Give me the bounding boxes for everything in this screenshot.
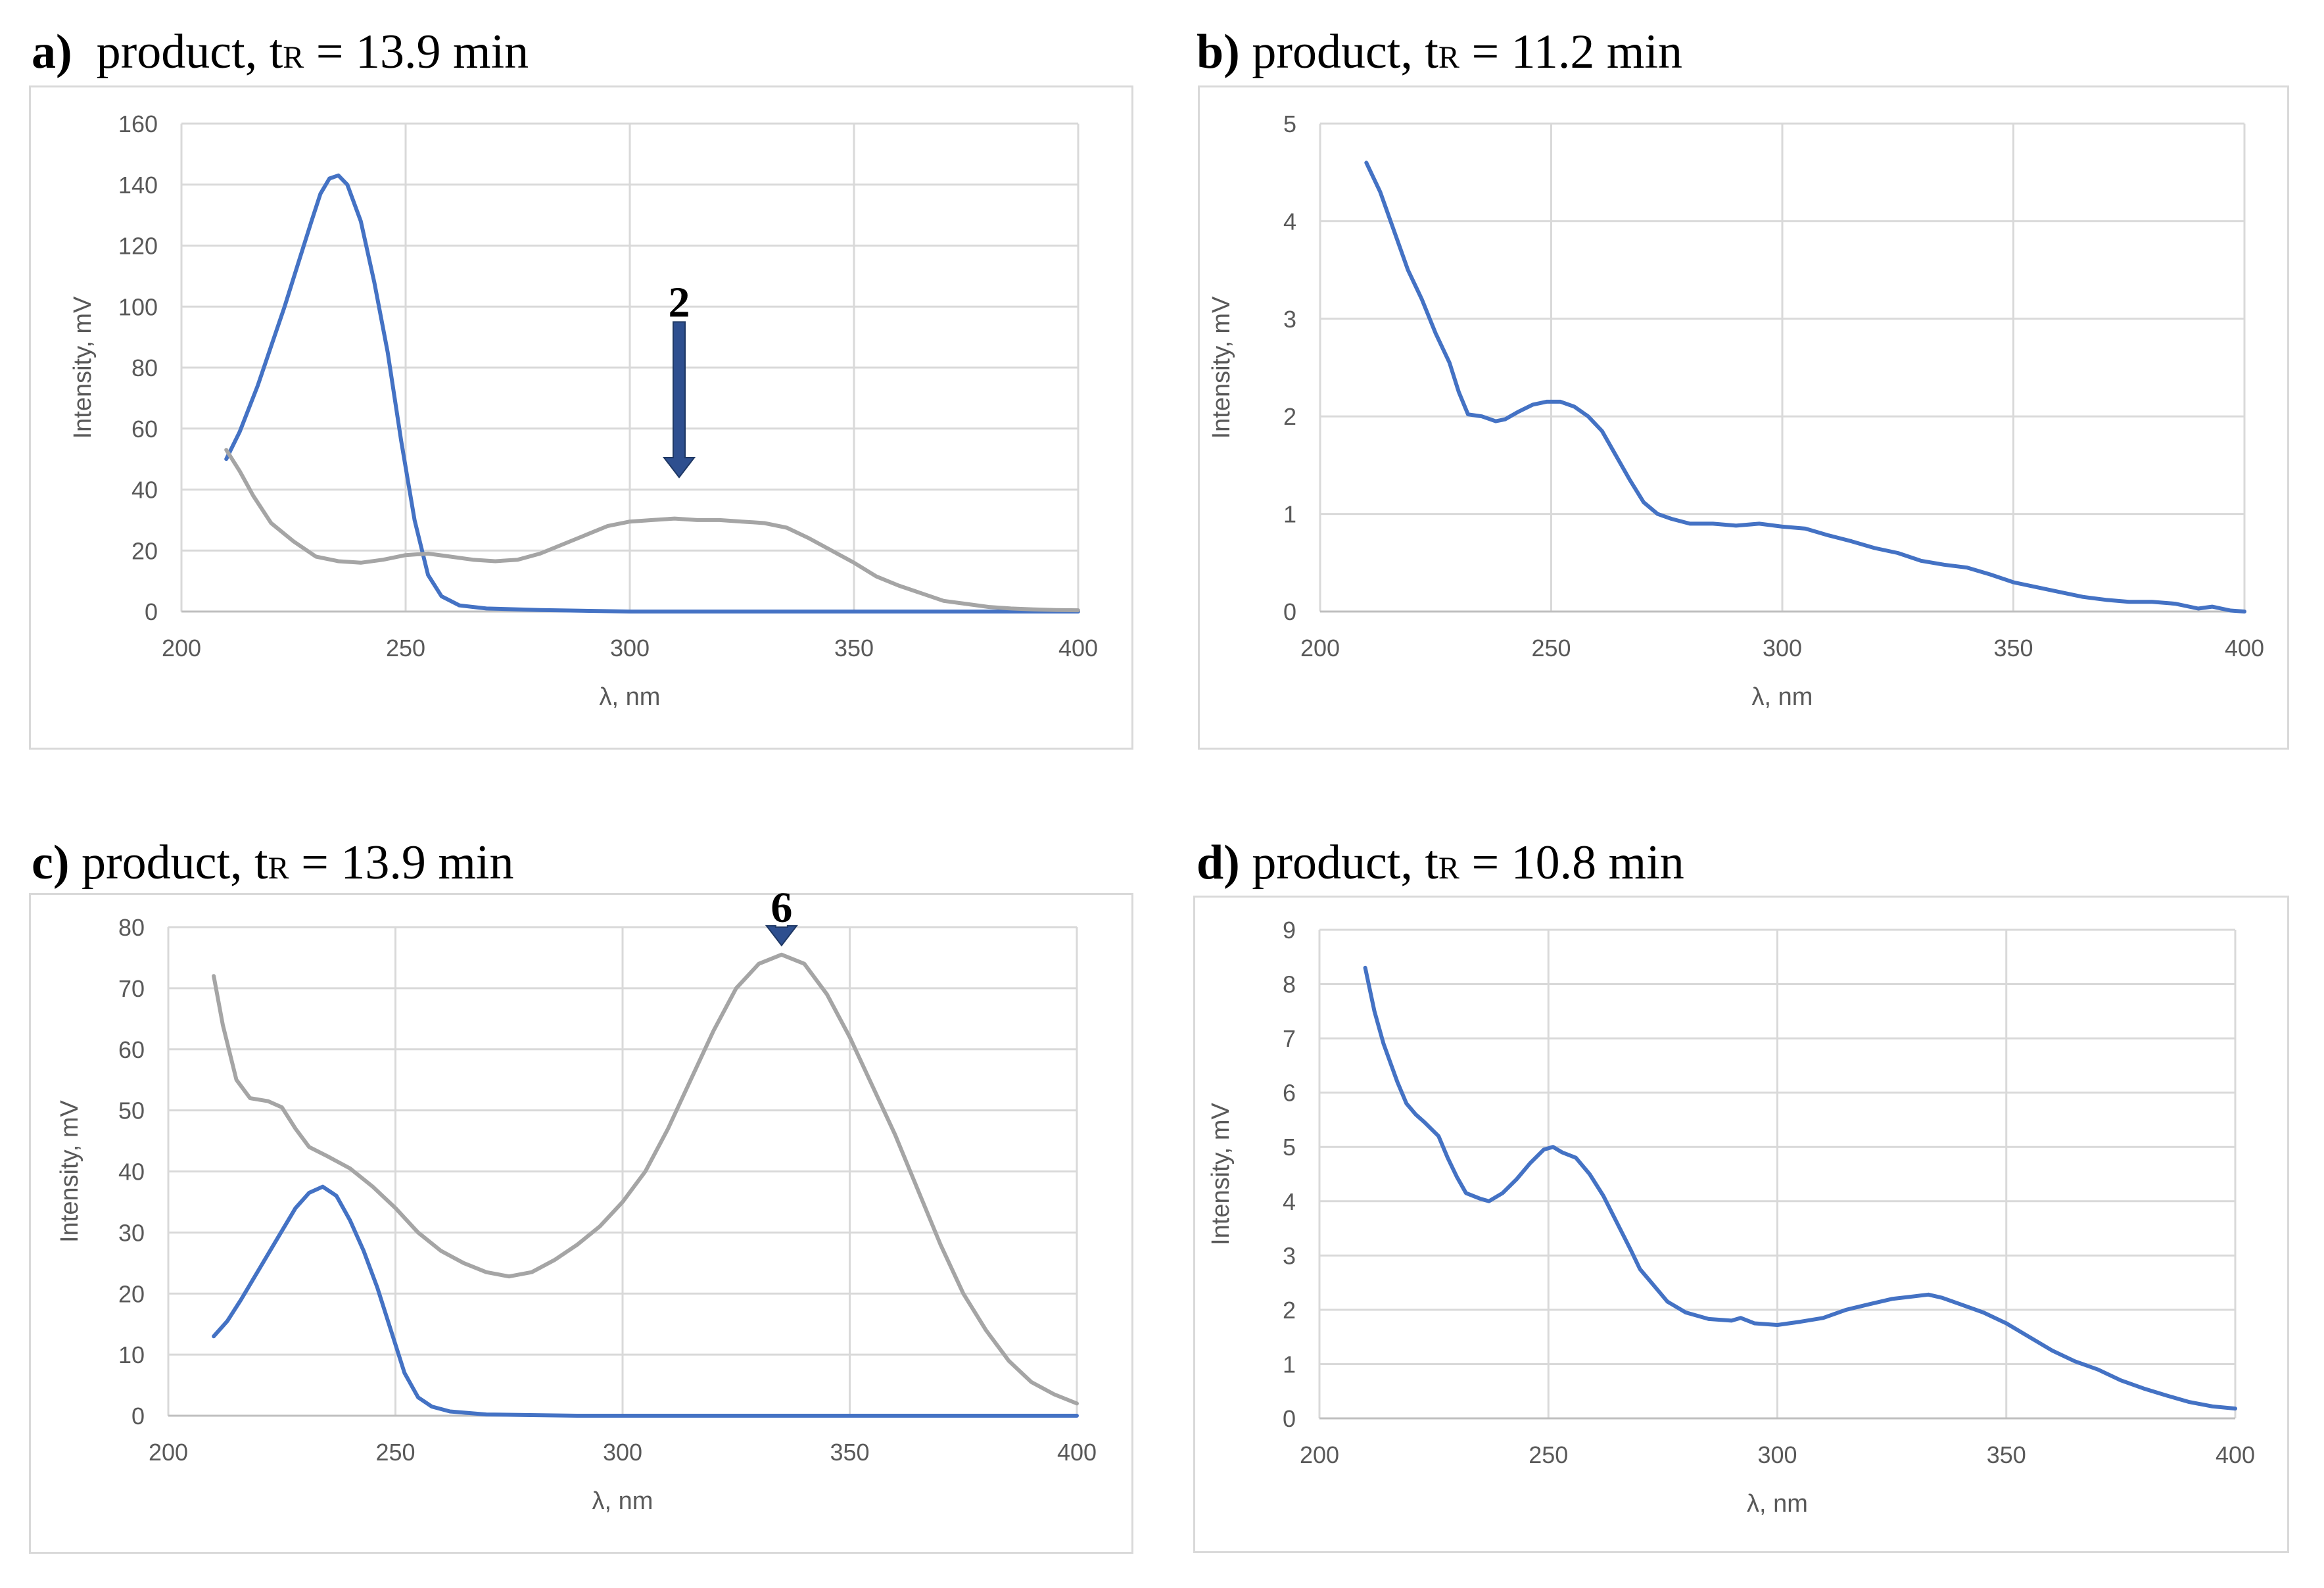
chart-b-ytick-1: 1 [1283, 501, 1296, 528]
panel-c-title: c) product, tR = 13.9 min [32, 838, 513, 887]
panel-c-subscript: R [268, 851, 289, 886]
chart-b-ylabel: Intensity, mV [1208, 296, 1235, 439]
chart-d-xtick-3: 350 [1987, 1441, 2026, 1468]
panel-b-title: b) product, tR = 11.2 min [1197, 28, 1682, 76]
chart-d-xtick-4: 400 [2216, 1441, 2255, 1468]
chart-a-xtick-0: 200 [162, 635, 201, 662]
chart-c-xtick-1: 250 [375, 1439, 415, 1466]
chart-a-series-blue [224, 173, 1080, 614]
chart-d-ytick-8: 8 [1283, 971, 1296, 998]
chart-b: 200 250 300 350 400 0 1 2 3 4 5 λ, nm Intensity, mV [1208, 110, 2264, 711]
panel-a-prefix: product, t [96, 25, 283, 79]
chart-a-ytick-4: 80 [131, 354, 158, 381]
chart-d-xtick-2: 300 [1757, 1441, 1797, 1468]
chart-b-series-blue [1364, 160, 2246, 614]
chart-c-ytick-3: 30 [118, 1219, 145, 1246]
chart-a-ytick-3: 60 [131, 416, 158, 443]
chart-d-ytick-0: 0 [1283, 1405, 1296, 1432]
chart-a-ytick-8: 160 [118, 110, 158, 137]
chart-a-xtick-1: 250 [386, 635, 425, 662]
chart-a-series-gray [224, 448, 1080, 613]
panel-d-title: d) product, tR = 10.8 min [1197, 838, 1684, 887]
chart-a-annotation-arrow [662, 321, 696, 479]
chart-a-ytick-6: 120 [118, 233, 158, 260]
panel-a-subscript: R [283, 40, 304, 75]
chart-a-xlabel: λ, nm [600, 683, 661, 711]
chart-c-ytick-0: 0 [131, 1403, 145, 1430]
chart-d-series-blue [1363, 965, 2237, 1411]
panel-a-title: a) product, tR = 13.9 min [32, 28, 529, 76]
panel-b-subscript: R [1438, 40, 1459, 75]
panel-d-suffix: = 10.8 min [1459, 836, 1684, 890]
chart-c-xtick-3: 350 [830, 1439, 869, 1466]
chart-c-ylabel: Intensity, mV [56, 1099, 83, 1242]
chart-c: 200 250 300 350 400 0 10 20 30 40 50 60 70 80 λ, nm Int… [56, 884, 1097, 1515]
panel-d-prefix: product, t [1252, 836, 1438, 890]
chart-c-xlabel: λ, nm [592, 1487, 653, 1515]
panel-d-label: d) [1197, 836, 1240, 890]
chart-a-xtick-4: 400 [1058, 635, 1098, 662]
chart-d-ytick-2: 2 [1283, 1297, 1296, 1324]
chart-c-series-blue [212, 1184, 1079, 1418]
chart-d-xtick-1: 250 [1529, 1441, 1568, 1468]
panel-c-prefix: product, t [82, 836, 268, 890]
chart-c-ytick-7: 70 [118, 975, 145, 1002]
panel-c-suffix: = 13.9 min [289, 836, 514, 890]
chart-d-ytick-1: 1 [1283, 1351, 1296, 1378]
panel-d-frame [1193, 896, 2289, 1553]
chart-a-xtick-2: 300 [610, 635, 650, 662]
chart-d-xlabel: λ, nm [1747, 1490, 1808, 1518]
panel-a-label: a) [32, 25, 72, 79]
panel-c-frame [29, 893, 1133, 1554]
chart-b-xtick-0: 200 [1300, 635, 1340, 662]
chart-b-ytick-3: 3 [1283, 306, 1296, 333]
panel-c-label: c) [32, 836, 70, 890]
panel-b-prefix: product, t [1252, 25, 1438, 79]
chart-b-ytick-4: 4 [1283, 208, 1296, 235]
panel-d-subscript: R [1438, 851, 1459, 886]
chart-d: 200 250 300 350 400 0 1 2 3 4 5 6 7 8 9 λ, nm Intensity,… [1207, 917, 2255, 1518]
panel-b-suffix: = 11.2 min [1459, 25, 1683, 79]
chart-c-ytick-2: 20 [118, 1280, 145, 1307]
chart-d-ytick-9: 9 [1283, 917, 1296, 944]
chart-d-ytick-6: 6 [1283, 1080, 1296, 1107]
chart-c-xtick-2: 300 [603, 1439, 642, 1466]
chart-b-ytick-5: 5 [1283, 110, 1296, 137]
chart-b-xtick-1: 250 [1531, 635, 1571, 662]
chart-a-annotation-label: 2 [669, 278, 690, 326]
panel-a-frame [29, 85, 1133, 750]
chart-a-ytick-7: 140 [118, 172, 158, 199]
chart-c-ytick-4: 40 [118, 1159, 145, 1186]
chart-a: 200 250 300 350 400 0 20 40 60 80 100 120 140 160 λ, n… [69, 110, 1098, 711]
chart-d-ytick-7: 7 [1283, 1025, 1296, 1052]
chart-b-ytick-0: 0 [1283, 598, 1296, 625]
chart-d-xtick-0: 200 [1300, 1441, 1339, 1468]
chart-b-ytick-2: 2 [1283, 403, 1296, 430]
chart-d-ytick-4: 4 [1283, 1188, 1296, 1215]
chart-c-annotation-label: 6 [771, 884, 792, 932]
chart-c-series-gray [212, 952, 1079, 1406]
chart-d-ytick-5: 5 [1283, 1134, 1296, 1161]
chart-b-xtick-2: 300 [1763, 635, 1802, 662]
chart-c-annotation-arrow [765, 925, 798, 947]
chart-c-xtick-4: 400 [1057, 1439, 1097, 1466]
chart-a-ytick-5: 100 [118, 293, 158, 320]
chart-d-ylabel: Intensity, mV [1207, 1102, 1235, 1245]
chart-a-ytick-2: 40 [131, 477, 158, 504]
chart-a-ytick-0: 0 [145, 598, 158, 625]
chart-c-ytick-1: 10 [118, 1341, 145, 1368]
panel-a-suffix: = 13.9 min [304, 25, 529, 79]
chart-a-ytick-1: 20 [131, 537, 158, 564]
chart-c-ytick-5: 50 [118, 1097, 145, 1124]
chart-b-xtick-3: 350 [1993, 635, 2033, 662]
chart-c-ytick-6: 60 [118, 1036, 145, 1063]
chart-a-ylabel: Intensity, mV [69, 296, 97, 439]
panel-b-label: b) [1197, 25, 1240, 79]
chart-b-xlabel: λ, nm [1752, 683, 1813, 711]
chart-b-xtick-4: 400 [2225, 635, 2264, 662]
chart-a-xtick-3: 350 [834, 635, 874, 662]
chart-c-xtick-0: 200 [149, 1439, 188, 1466]
chart-d-ytick-3: 3 [1283, 1242, 1296, 1269]
chart-c-ytick-8: 80 [118, 914, 145, 941]
